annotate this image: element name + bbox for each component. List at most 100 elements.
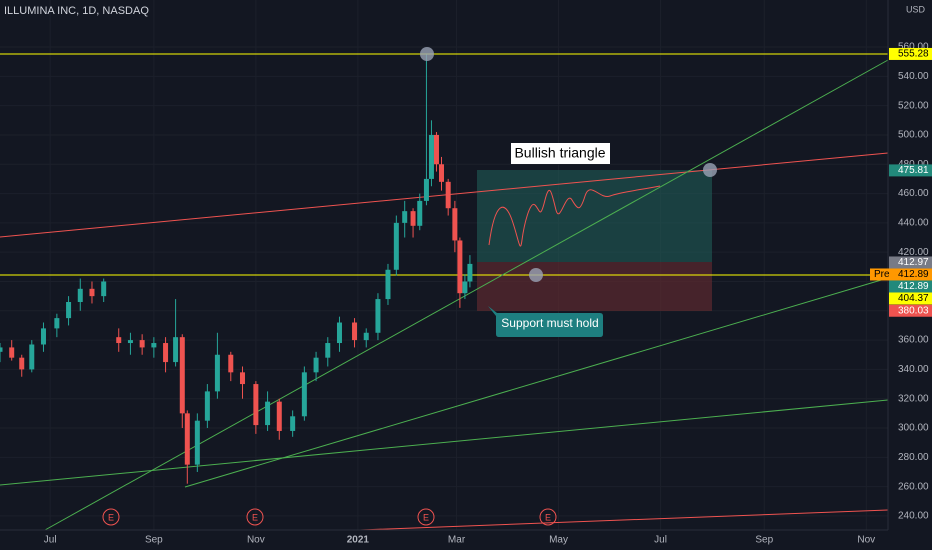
candle-body <box>445 181 451 209</box>
price-label <box>889 292 932 305</box>
trend-line <box>0 152 889 238</box>
candle-body <box>54 318 60 329</box>
candle-body <box>77 288 83 302</box>
x-tick-label: Mar <box>448 535 466 546</box>
chart-title: ILLUMINA INC, 1D, NASDAQ <box>4 5 149 17</box>
y-tick-label: 360.00 <box>898 335 929 346</box>
candle-body <box>101 281 107 297</box>
candle-body <box>139 340 145 348</box>
axes: 240.00 260.00 280.00 300.00 320.00 340.00 360.… <box>44 42 932 546</box>
trend-line <box>359 509 889 531</box>
price-label-text: 475.81 <box>898 165 929 176</box>
candle-body <box>19 357 25 370</box>
price-label <box>889 280 932 293</box>
price-label-tag-text: Pre <box>874 269 890 280</box>
price-label-text: 412.97 <box>898 257 929 268</box>
candle-body <box>393 222 399 270</box>
price-label-text: 555.28 <box>898 49 929 60</box>
candle-body <box>363 332 369 341</box>
y-tick-label: 560.00 <box>898 42 929 53</box>
y-tick-label: 240.00 <box>898 511 929 522</box>
candle-body <box>116 337 122 344</box>
candle-body <box>402 211 408 223</box>
candle-body <box>467 263 473 282</box>
candle-body <box>204 391 210 421</box>
x-tick-label: Nov <box>857 535 875 546</box>
y-tick-label: 340.00 <box>898 364 929 375</box>
y-tick-label: 440.00 <box>898 218 929 229</box>
price-label <box>889 268 932 281</box>
earnings-label: E <box>252 512 258 522</box>
earnings-label: E <box>423 512 429 522</box>
point-marker <box>529 268 543 282</box>
x-tick-label: Sep <box>145 535 163 546</box>
earnings-marker <box>539 508 557 526</box>
candle-body <box>253 384 259 426</box>
y-tick-label: 420.00 <box>898 247 929 258</box>
y-tick-label: 260.00 <box>898 481 929 492</box>
candle-body <box>336 322 342 344</box>
earnings-marker <box>102 508 120 526</box>
candle-body <box>179 337 185 414</box>
stop-zone <box>477 262 712 311</box>
y-tick-label: 300.00 <box>898 423 929 434</box>
price-label-text: 380.03 <box>898 305 929 316</box>
earnings-marker <box>417 508 435 526</box>
annotation: Support must hold <box>501 316 598 330</box>
price-label <box>889 164 932 177</box>
projection-path <box>488 185 661 247</box>
candle-body <box>462 281 468 294</box>
y-tick-label: 500.00 <box>898 130 929 141</box>
price-label-tag <box>870 268 889 281</box>
y-tick-label: 280.00 <box>898 452 929 463</box>
trend-line <box>184 277 889 488</box>
candle-body <box>276 401 282 431</box>
y-tick-label: 540.00 <box>898 71 929 82</box>
candle-body <box>29 344 35 370</box>
candle-body <box>352 322 358 341</box>
candle-body <box>163 343 169 363</box>
price-label-text: 404.37 <box>898 293 929 304</box>
currency: USD <box>906 4 926 14</box>
candle-body <box>194 420 200 465</box>
annotation-box <box>488 306 603 337</box>
point-marker <box>703 163 717 177</box>
candle-body <box>410 211 416 226</box>
candle-body <box>433 134 439 165</box>
annotation-box <box>511 143 610 164</box>
candle-body <box>375 299 381 333</box>
price-label-text: 412.89 <box>898 269 929 280</box>
candle-body <box>151 343 157 348</box>
y-tick-label: 520.00 <box>898 100 929 111</box>
candle-body <box>457 240 463 294</box>
y-tick-label: 460.00 <box>898 188 929 199</box>
candle-body <box>428 134 434 179</box>
candles <box>0 54 473 484</box>
trend-line <box>0 399 889 486</box>
point-marker <box>420 47 434 61</box>
candle-body <box>239 372 245 385</box>
x-tick-label: 2021 <box>347 535 370 546</box>
earnings-label: E <box>545 512 551 522</box>
y-tick-label: 320.00 <box>898 393 929 404</box>
candle-body <box>325 343 331 358</box>
grid <box>0 0 888 530</box>
candle-body <box>184 413 190 465</box>
price-label <box>889 256 932 269</box>
earnings-marker <box>246 508 264 526</box>
earnings-label: E <box>108 512 114 522</box>
candle-body <box>66 301 72 319</box>
x-tick-label: Jul <box>654 535 667 546</box>
candle-body <box>423 178 429 201</box>
x-tick-label: Sep <box>755 535 773 546</box>
price-label <box>889 47 932 60</box>
candle-body <box>265 401 271 426</box>
candle-body <box>173 337 179 363</box>
candle-body <box>385 269 391 300</box>
price-label-text: 412.89 <box>898 281 929 292</box>
annotation: Bullish triangle <box>514 145 605 161</box>
candle-body <box>290 416 296 431</box>
x-tick-label: Nov <box>247 535 265 546</box>
price-label <box>889 304 932 317</box>
candle-body <box>127 340 133 344</box>
